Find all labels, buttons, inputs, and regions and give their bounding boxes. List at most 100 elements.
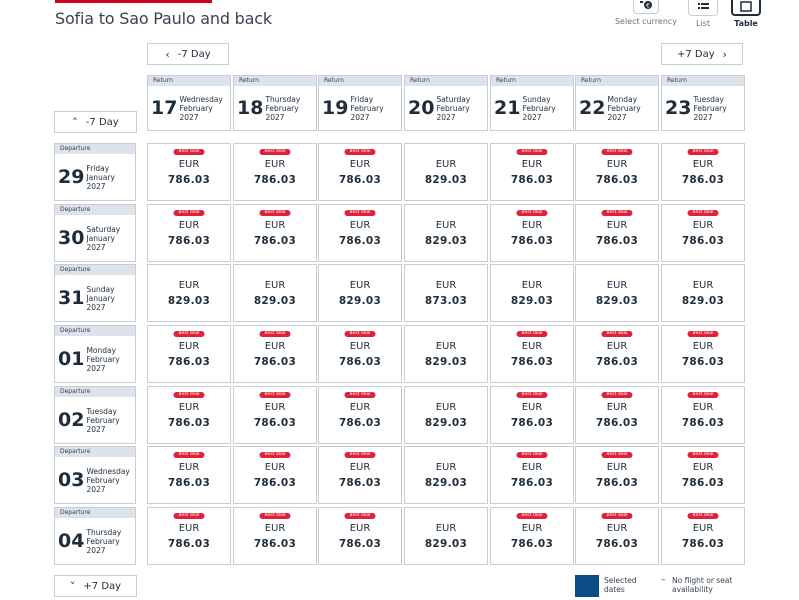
fare-amount: 829.03 (424, 417, 468, 429)
departure-date: 03 Wednesday February 2027 (55, 457, 135, 503)
fare-cell[interactable]: Best deal EUR 786.03 (318, 386, 402, 444)
fare-cell[interactable]: Best deal EUR 786.03 (233, 386, 317, 444)
fare-amount: 786.03 (338, 174, 382, 186)
fare-currency: EUR (178, 402, 200, 413)
fare-cell[interactable]: Best deal EUR 786.03 (233, 507, 317, 565)
fare-cell[interactable]: Best deal EUR 786.03 (147, 143, 231, 201)
departure-weekday: Monday (86, 345, 117, 355)
fare-cell[interactable]: Best deal EUR 786.03 (575, 204, 659, 262)
fare-cell[interactable]: Best deal EUR 786.03 (661, 507, 745, 565)
departure-weekday: Tuesday (86, 406, 117, 416)
prev-departure-week-label: -7 Day (85, 116, 119, 128)
fare-cell[interactable]: Best deal EUR 786.03 (318, 325, 402, 383)
best-deal-badge: Best deal (601, 513, 633, 519)
fare-cell[interactable]: Best deal EUR 786.03 (490, 204, 574, 262)
fare-cell[interactable]: Best deal EUR 786.03 (575, 143, 659, 201)
fare-currency: EUR (606, 523, 628, 534)
return-day-number: 18 (237, 97, 264, 119)
fare-currency: EUR (264, 523, 286, 534)
return-date: 20 Saturday February 2027 (405, 86, 487, 130)
departure-day-number: 30 (58, 227, 85, 249)
fare-cell[interactable]: EUR 829.03 (575, 264, 659, 322)
fare-amount: 786.03 (681, 174, 725, 186)
fare-cell[interactable]: Best deal EUR 786.03 (661, 386, 745, 444)
departure-date: 30 Saturday January 2027 (55, 215, 135, 261)
fare-cell[interactable]: Best deal EUR 786.03 (575, 386, 659, 444)
fare-cell[interactable]: Best deal EUR 786.03 (147, 386, 231, 444)
fare-currency: EUR (264, 341, 286, 352)
fare-cell[interactable]: EUR 829.03 (233, 264, 317, 322)
fare-cell[interactable]: Best deal EUR 786.03 (490, 386, 574, 444)
select-currency-button[interactable]: € Select currency (614, 0, 678, 26)
fare-cell[interactable]: Best deal EUR 786.03 (318, 143, 402, 201)
next-departure-week-button[interactable]: ˅ +7 Day (54, 575, 137, 597)
return-year: 2027 (179, 112, 199, 122)
fare-cell[interactable]: Best deal EUR 786.03 (233, 325, 317, 383)
prev-return-week-button[interactable]: ‹ -7 Day (147, 43, 229, 65)
fare-cell[interactable]: Best deal EUR 786.03 (575, 325, 659, 383)
fare-cell[interactable]: Best deal EUR 786.03 (490, 507, 574, 565)
fare-cell[interactable]: Best deal EUR 786.03 (661, 446, 745, 504)
return-label: Return (662, 76, 744, 86)
return-date-header: Return 21 Sunday February 2027 (490, 75, 574, 131)
fare-amount: 786.03 (681, 417, 725, 429)
fare-currency: EUR (606, 341, 628, 352)
best-deal-badge: Best deal (173, 149, 205, 155)
fare-amount: 786.03 (338, 477, 382, 489)
fare-cell[interactable]: EUR 829.03 (490, 264, 574, 322)
fare-cell[interactable]: EUR 829.03 (661, 264, 745, 322)
fare-cell[interactable]: Best deal EUR 786.03 (233, 446, 317, 504)
fare-cell[interactable]: Best deal EUR 786.03 (490, 325, 574, 383)
fare-cell[interactable]: Best deal EUR 786.03 (575, 446, 659, 504)
fare-cell[interactable]: Best deal EUR 786.03 (490, 143, 574, 201)
departure-label: Departure (55, 326, 135, 336)
fare-amount: 786.03 (253, 235, 297, 247)
fare-cell[interactable]: Best deal EUR 786.03 (147, 507, 231, 565)
fare-cell[interactable]: Best deal EUR 786.03 (661, 325, 745, 383)
list-view-button[interactable]: List (688, 0, 718, 28)
fare-cell[interactable]: Best deal EUR 786.03 (318, 446, 402, 504)
fare-cell[interactable]: Best deal EUR 786.03 (233, 204, 317, 262)
departure-date-header: Departure 04 Thursday February 2027 (54, 507, 136, 565)
fare-cell[interactable]: EUR 829.03 (404, 386, 488, 444)
fare-cell[interactable]: Best deal EUR 786.03 (233, 143, 317, 201)
fare-cell[interactable]: EUR 829.03 (404, 325, 488, 383)
fare-cell[interactable]: Best deal EUR 786.03 (661, 143, 745, 201)
fare-cell[interactable]: Best deal EUR 786.03 (575, 507, 659, 565)
fare-amount: 786.03 (681, 235, 725, 247)
return-label: Return (576, 76, 658, 86)
departure-month: January (86, 172, 115, 182)
fare-cell[interactable]: EUR 873.03 (404, 264, 488, 322)
return-day-number: 19 (322, 97, 349, 119)
no-availability-label: No flight or seat availability (672, 576, 733, 594)
fare-currency: EUR (178, 159, 200, 170)
table-view-button[interactable]: Table (728, 0, 764, 28)
fare-cell[interactable]: EUR 829.03 (404, 204, 488, 262)
fare-amount: 786.03 (253, 174, 297, 186)
list-icon (688, 0, 718, 16)
fare-cell[interactable]: EUR 829.03 (404, 446, 488, 504)
fare-cell[interactable]: Best deal EUR 786.03 (147, 204, 231, 262)
departure-date-text: Monday February 2027 (86, 346, 119, 373)
departure-month: February (86, 354, 120, 364)
fare-currency: EUR (349, 159, 371, 170)
return-year: 2027 (436, 112, 456, 122)
fare-cell[interactable]: EUR 829.03 (318, 264, 402, 322)
fare-cell[interactable]: EUR 829.03 (404, 143, 488, 201)
fare-cell[interactable]: Best deal EUR 786.03 (318, 507, 402, 565)
departure-weekday: Saturday (86, 224, 121, 234)
fare-cell[interactable]: Best deal EUR 786.03 (490, 446, 574, 504)
fare-cell[interactable]: Best deal EUR 786.03 (147, 325, 231, 383)
prev-departure-week-button[interactable]: ˄ -7 Day (54, 111, 137, 133)
fare-cell[interactable]: Best deal EUR 786.03 (147, 446, 231, 504)
list-view-label: List (696, 19, 710, 28)
departure-date-text: Wednesday February 2027 (86, 467, 129, 494)
fare-cell[interactable]: Best deal EUR 786.03 (318, 204, 402, 262)
next-return-week-button[interactable]: +7 Day › (661, 43, 743, 65)
fare-cell[interactable]: EUR 829.03 (404, 507, 488, 565)
fare-cell[interactable]: Best deal EUR 786.03 (661, 204, 745, 262)
fare-currency: EUR (178, 220, 200, 231)
fare-cell[interactable]: EUR 829.03 (147, 264, 231, 322)
return-month: February (693, 103, 727, 113)
fare-amount: 786.03 (681, 477, 725, 489)
